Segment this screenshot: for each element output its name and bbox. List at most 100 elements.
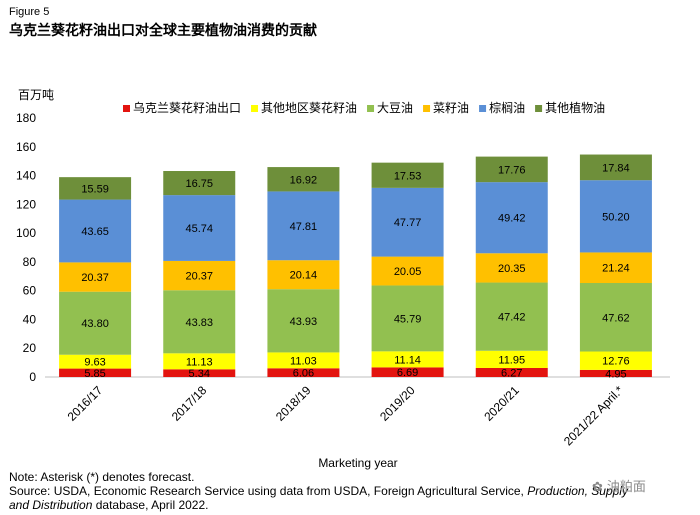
legend-label: 菜籽油 [433,101,469,115]
bar-value-label: 50.20 [602,211,630,223]
bar-value-label: 9.63 [84,357,105,369]
x-tick-label: 2020/21 [481,383,522,424]
bar-value-label: 5.34 [189,368,210,380]
bar-segment [59,262,132,292]
bar-value-label: 6.06 [293,368,314,380]
bar-value-label: 43.83 [185,317,213,329]
bar-segment [475,282,548,351]
note-source-prefix: Source: USDA, Economic Research Service … [9,484,528,498]
bar-value-label: 47.77 [394,217,422,229]
note-source-suffix: database, April 2022. [92,498,209,512]
x-tick-label: 2016/17 [65,383,106,424]
bar-value-label: 17.53 [394,170,422,182]
bar-segment [579,180,652,253]
legend-swatch [123,105,130,112]
legend-label: 乌克兰葵花籽油出口 [133,100,241,115]
bar-segment [371,162,444,188]
bar-value-label: 47.62 [602,312,630,324]
y-tick-label: 160 [16,140,36,154]
y-tick-label: 40 [23,312,37,326]
y-tick-label: 140 [16,169,36,183]
bar-segment [579,154,652,181]
bar-segment [163,353,236,370]
legend-swatch [251,105,259,112]
x-tick-label: 2021/22 April.* [561,383,626,448]
source-note: Note: Asterisk (*) denotes forecast. Sou… [9,470,628,512]
legend-swatch [423,105,431,112]
bar-value-label: 11.95 [498,354,525,366]
bar-value-label: 15.59 [81,183,109,195]
bar-segment [267,368,340,377]
legend-swatch [479,105,487,112]
bar-value-label: 11.03 [290,355,317,367]
bar-value-label: 16.92 [290,174,318,186]
bar-value-label: 20.37 [81,272,109,284]
x-axis-ticks: 2016/17 2017/18 2018/19 2019/20 2020/21 2021/… [65,383,627,448]
bar-segment [267,352,340,369]
bar-segment [371,367,444,377]
y-tick-label: 60 [23,284,37,298]
bar-segment [475,253,548,283]
bar-value-label: 6.27 [501,367,522,379]
y-tick-label: 180 [16,111,36,125]
legend-label: 大豆油 [377,101,413,115]
bar-segment [163,369,236,377]
y-tick-label: 120 [16,197,36,211]
bar-value-label: 5.85 [84,368,105,380]
note-line-2: Source: USDA, Economic Research Service … [9,484,628,498]
x-tick-label: 2019/20 [377,383,418,424]
bar-value-label: 49.42 [498,213,526,225]
bar-segment [371,351,444,368]
bar-value-label: 20.14 [290,270,318,282]
bar-segment [475,367,548,377]
bar-segment [579,369,652,377]
y-axis-unit-label: 百万吨 [18,88,55,102]
legend-label: 其他地区葵花籽油 [261,100,357,115]
note-line-3: and Distribution database, April 2022. [9,498,628,512]
y-tick-label: 80 [23,255,37,269]
bar-segment [59,368,132,377]
legend-label: 棕榈油 [489,100,525,115]
bar-value-label: 47.81 [290,221,318,233]
bar-value-label: 20.05 [394,266,422,278]
y-tick-label: 100 [16,226,36,240]
legend-swatch [367,105,375,112]
bar-value-label: 4.95 [605,368,626,380]
bar-segment [163,260,236,291]
legend-swatch [535,105,543,112]
bar-segment [163,171,236,196]
bar-value-label: 43.93 [290,316,318,328]
y-axis-ticks: 0 20 40 60 80 100 120 140 160 180 [16,111,36,384]
bar-segment [163,290,236,354]
bar-segment [371,285,444,352]
bar-value-label: 45.79 [394,313,422,325]
bar-value-label: 21.24 [602,263,630,275]
bar-segment [59,199,132,263]
bar-value-label: 20.35 [498,263,526,275]
y-tick-label: 20 [23,341,37,355]
bar-segment [475,156,548,183]
legend-label: 其他植物油 [545,100,605,115]
y-tick-label: 0 [29,370,36,384]
bar-value-label: 45.74 [185,223,213,235]
bar-segment [371,256,444,286]
bar-value-label: 17.76 [498,164,526,176]
wechat-icon: ✿ [592,480,603,495]
bar-segment [267,260,340,290]
bar-segment [475,350,548,368]
bar-segment [371,187,444,257]
watermark: ✿ 油粕面 [592,476,646,495]
note-line-1: Note: Asterisk (*) denotes forecast. [9,470,195,484]
note-source-italic-1: Production, Supply [527,484,628,498]
bar-value-label: 16.75 [185,178,213,190]
bar-value-label: 43.65 [81,226,109,238]
legend: 乌克兰葵花籽油出口 其他地区葵花籽油 大豆油 菜籽油 棕榈油 其他植物油 [123,100,605,115]
bar-segment [579,351,652,370]
stacked-bar-chart: 0 20 40 60 80 100 120 140 160 180 5.859.63 43.80 20… [16,100,670,470]
bar-value-label: 17.84 [602,162,630,174]
bar-segment [163,195,236,261]
watermark-text: 油粕面 [606,480,646,495]
bar-value-label: 11.14 [394,354,421,366]
x-tick-label: 2017/18 [169,383,210,424]
